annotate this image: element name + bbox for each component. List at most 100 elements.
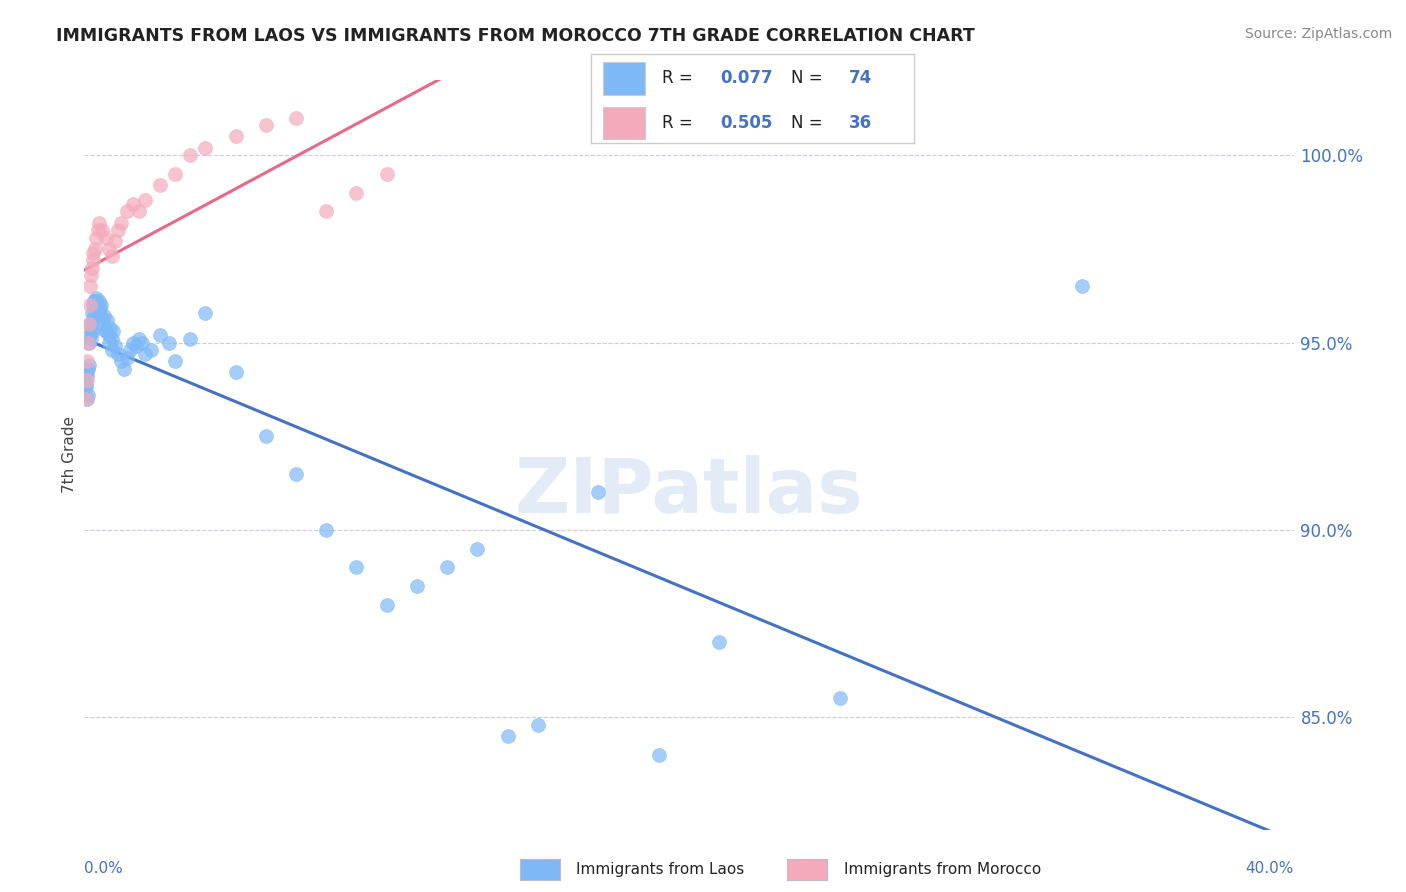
Point (97, 242, 120, 256)
Point (76, 366, 98, 380)
Point (80, 268, 103, 282)
Point (100, 249, 122, 263)
Point (96, 313, 118, 327)
Point (76, 373, 98, 387)
Point (84, 294, 107, 309)
Point (79, 279, 101, 293)
Point (254, 429, 277, 443)
Point (76, 369, 98, 384)
Point (179, 148, 201, 162)
Point (94, 324, 117, 338)
Point (75, 392, 97, 406)
Point (709, 635, 731, 649)
Point (75, 376, 97, 391)
Point (375, 167, 398, 181)
Point (82, 313, 104, 327)
Point (93, 313, 115, 327)
Point (79, 317, 101, 331)
Point (315, 204, 337, 219)
Point (101, 343, 124, 357)
Point (77, 335, 100, 350)
Point (77, 335, 100, 350)
Point (94, 230, 117, 244)
Point (115, 351, 138, 365)
Point (375, 598, 398, 612)
Text: N =: N = (792, 114, 828, 132)
Point (346, 186, 368, 200)
Point (179, 332, 201, 346)
Point (82, 324, 104, 338)
Point (194, 141, 217, 155)
Point (80, 324, 103, 338)
Point (97, 328, 120, 343)
Point (112, 361, 135, 376)
Point (134, 347, 156, 361)
Point (93, 310, 115, 324)
Point (118, 343, 141, 357)
Point (83, 294, 105, 309)
Point (149, 328, 172, 343)
Text: N =: N = (792, 70, 828, 87)
Point (110, 216, 132, 230)
Point (406, 579, 429, 593)
Point (315, 523, 337, 537)
Point (254, 118, 277, 132)
Point (588, 485, 610, 500)
Point (87, 223, 110, 237)
Text: Immigrants from Laos: Immigrants from Laos (576, 863, 745, 877)
Point (98, 320, 121, 334)
Point (77, 388, 100, 402)
Point (91, 317, 114, 331)
Point (75, 380, 97, 394)
Text: 40.0%: 40.0% (1246, 861, 1294, 876)
Point (82, 253, 104, 268)
Bar (603, 107, 645, 139)
Point (79, 298, 101, 312)
Point (89, 301, 111, 316)
Point (84, 242, 107, 256)
Point (104, 339, 127, 353)
Point (80, 332, 103, 346)
Point (89, 216, 111, 230)
Point (87, 305, 110, 319)
Point (76, 354, 98, 368)
Point (128, 332, 150, 346)
Point (346, 560, 368, 574)
Point (115, 204, 138, 219)
Point (131, 335, 153, 350)
Y-axis label: 7th Grade: 7th Grade (62, 417, 77, 493)
Text: R =: R = (662, 114, 697, 132)
Point (77, 361, 100, 376)
Point (86, 230, 108, 244)
Point (467, 541, 489, 556)
Point (157, 335, 180, 350)
Point (225, 129, 247, 144)
Text: R =: R = (662, 70, 697, 87)
Point (104, 235, 127, 249)
Bar (603, 62, 645, 95)
Text: Immigrants from Morocco: Immigrants from Morocco (844, 863, 1040, 877)
Point (100, 332, 122, 346)
Point (101, 324, 124, 338)
Point (98, 335, 121, 350)
Point (77, 317, 100, 331)
Point (96, 324, 118, 338)
Point (107, 347, 129, 361)
Point (128, 204, 150, 219)
Point (90, 298, 112, 312)
Point (285, 467, 308, 481)
Point (83, 310, 105, 324)
Point (527, 717, 550, 731)
Text: 0.505: 0.505 (720, 114, 772, 132)
Text: 74: 74 (849, 70, 873, 87)
Text: 0.0%: 0.0% (84, 861, 124, 876)
Point (225, 366, 247, 380)
Point (830, 691, 852, 706)
Point (110, 354, 132, 368)
Point (121, 335, 143, 350)
Point (121, 197, 143, 211)
Point (1071, 279, 1094, 293)
Point (86, 291, 108, 305)
Point (82, 245, 104, 260)
Point (86, 298, 108, 312)
